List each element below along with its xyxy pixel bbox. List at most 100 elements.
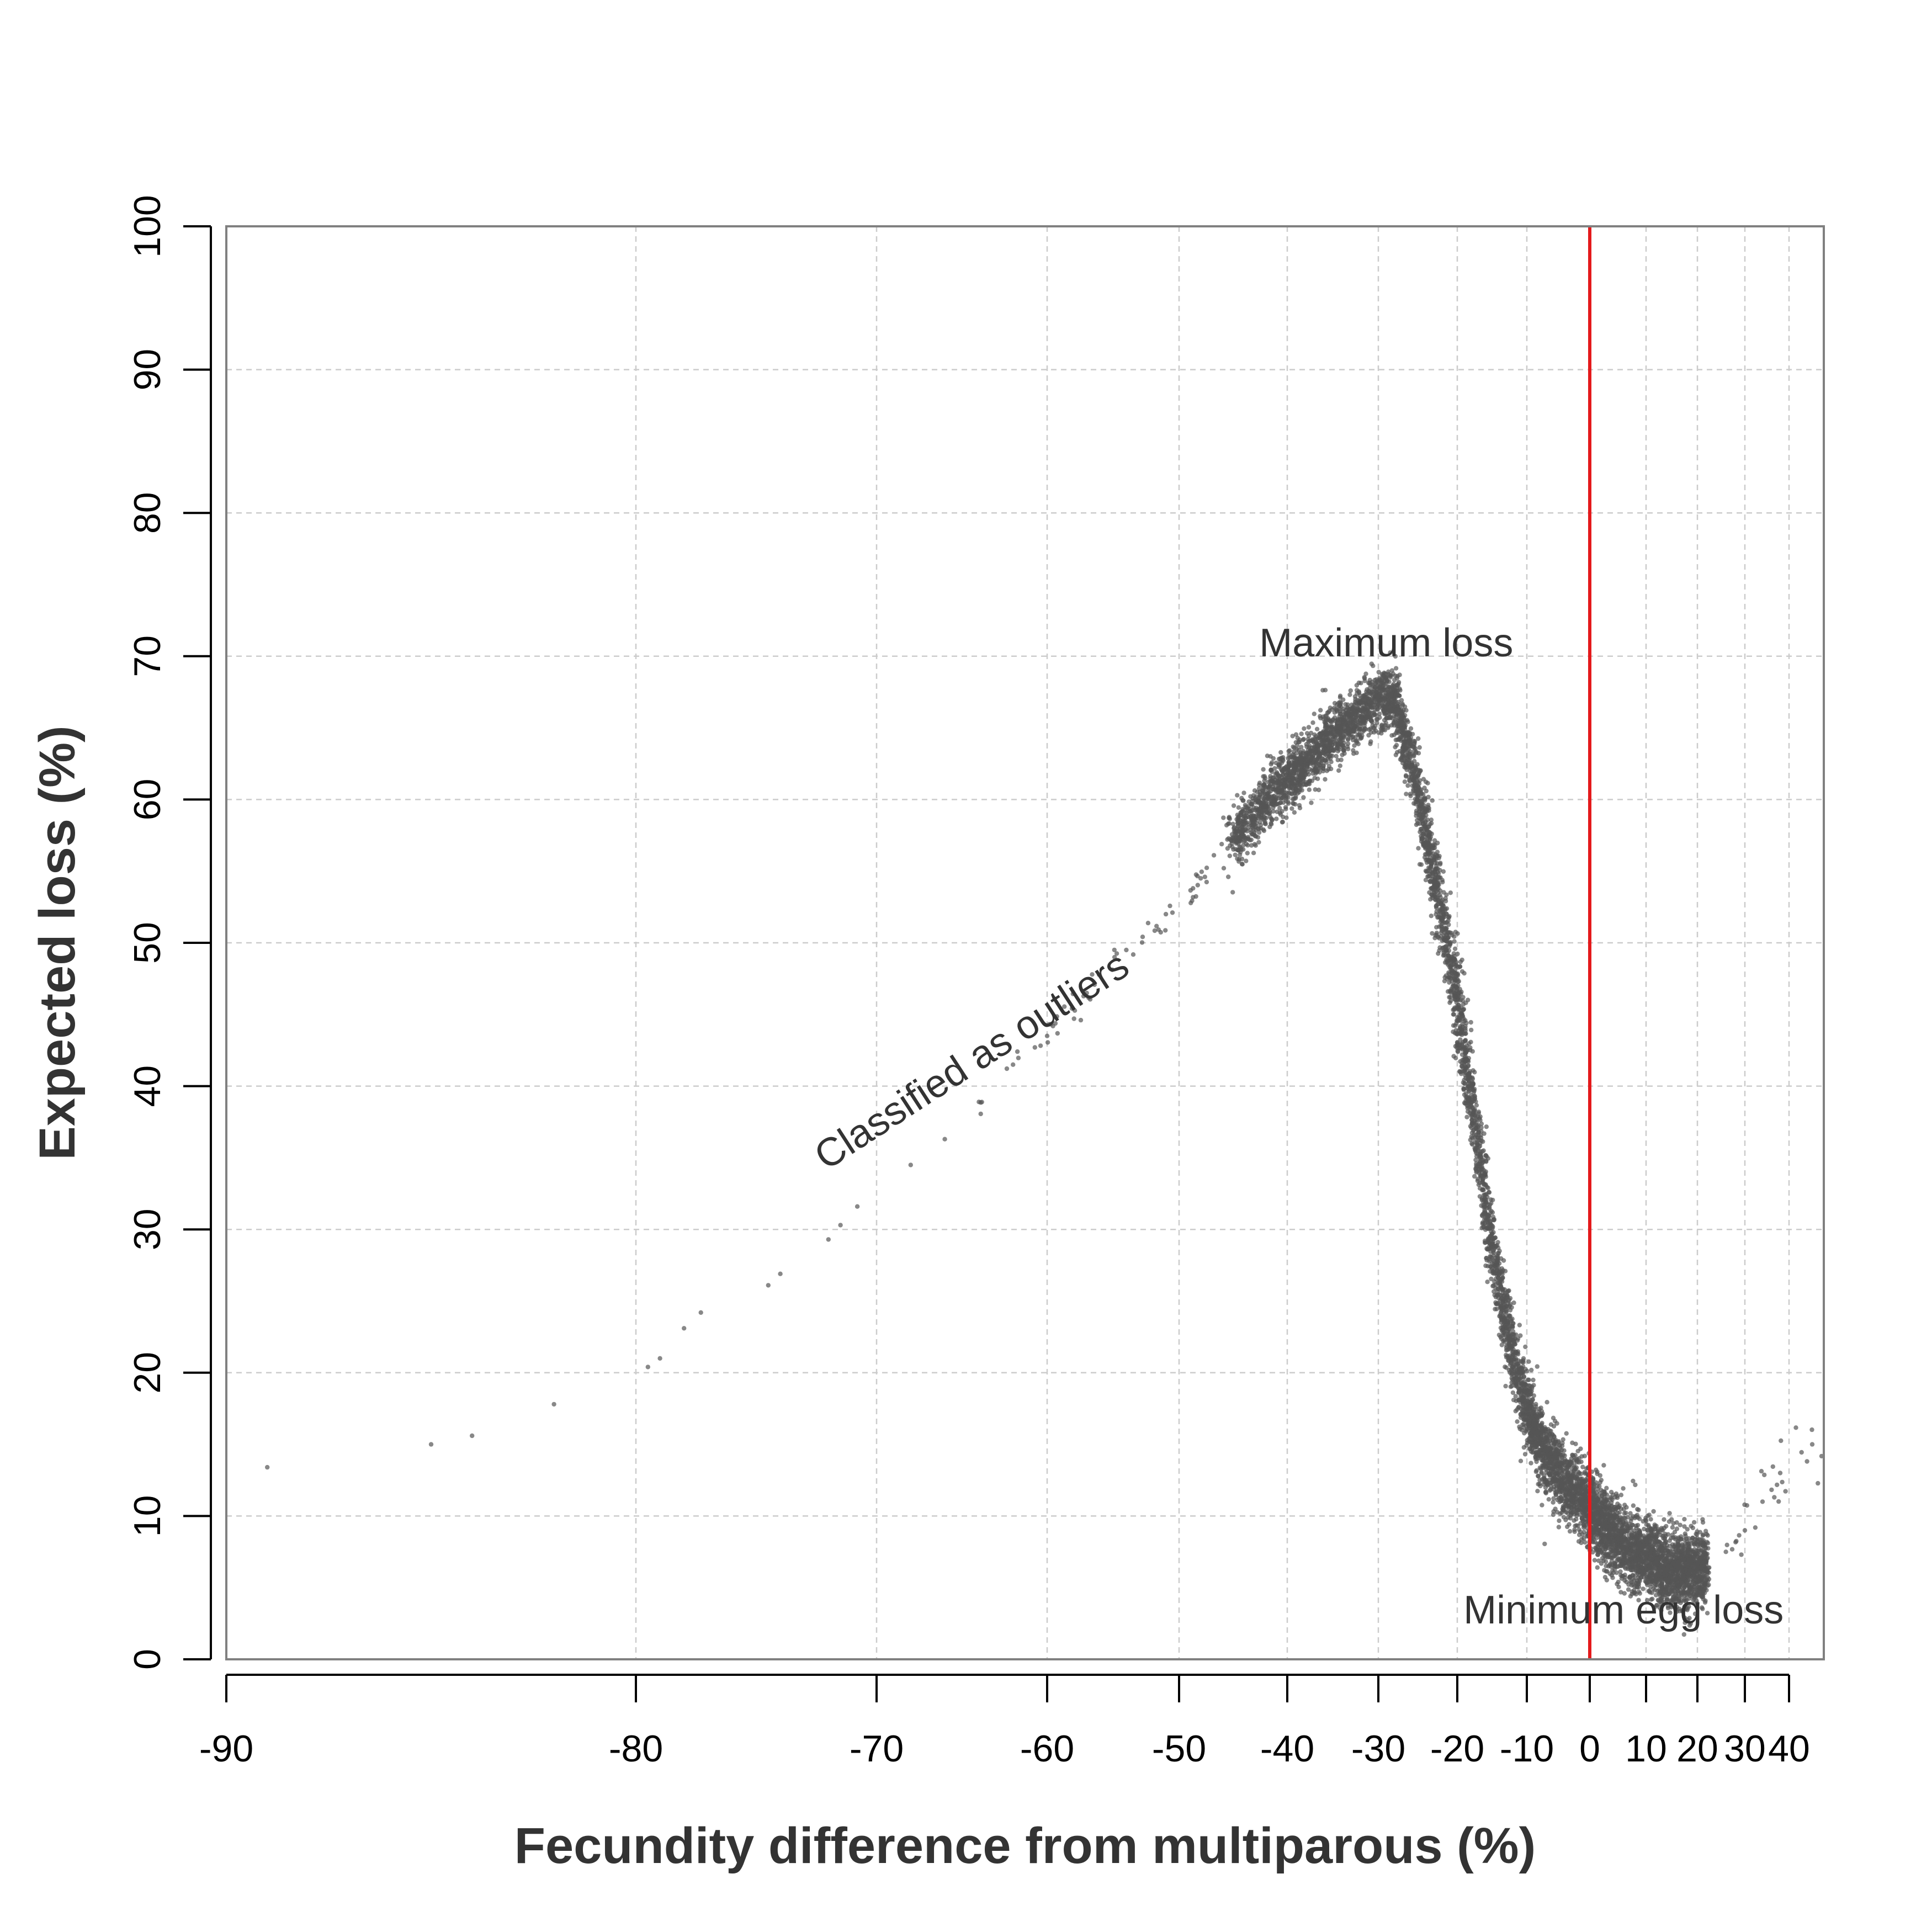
data-point bbox=[1257, 806, 1262, 811]
data-point bbox=[1276, 773, 1282, 778]
data-point bbox=[1291, 749, 1296, 755]
data-point bbox=[1402, 748, 1407, 753]
data-point bbox=[1324, 768, 1329, 773]
data-point bbox=[1515, 1407, 1520, 1412]
data-point bbox=[1337, 703, 1342, 708]
data-point bbox=[1417, 813, 1422, 818]
data-point bbox=[1422, 795, 1427, 800]
data-point bbox=[1268, 774, 1273, 779]
data-point bbox=[1499, 1279, 1505, 1284]
data-point bbox=[1078, 1017, 1084, 1023]
data-point bbox=[1454, 1004, 1459, 1010]
data-point bbox=[1198, 876, 1203, 881]
data-point bbox=[1397, 693, 1402, 698]
data-point bbox=[1366, 715, 1371, 720]
data-point bbox=[1453, 959, 1459, 965]
data-point bbox=[1407, 763, 1412, 768]
data-point bbox=[1479, 1197, 1484, 1202]
data-point bbox=[1140, 935, 1145, 940]
data-point bbox=[1340, 737, 1345, 743]
data-point bbox=[1337, 763, 1342, 768]
data-point bbox=[1295, 735, 1300, 741]
data-point bbox=[1428, 897, 1433, 902]
data-point bbox=[1221, 815, 1226, 820]
data-point bbox=[1416, 751, 1421, 756]
data-point bbox=[1250, 821, 1256, 826]
data-point bbox=[1447, 1000, 1452, 1005]
data-point bbox=[1276, 765, 1281, 769]
data-point bbox=[1493, 1307, 1498, 1312]
data-point bbox=[1245, 851, 1250, 856]
data-point bbox=[1432, 838, 1437, 843]
data-point bbox=[1358, 736, 1363, 741]
data-point bbox=[1443, 896, 1448, 901]
data-point bbox=[1432, 882, 1438, 887]
data-point bbox=[1484, 1257, 1489, 1263]
data-point bbox=[1257, 781, 1262, 785]
data-point bbox=[1291, 788, 1296, 793]
data-point bbox=[1341, 713, 1346, 718]
data-point bbox=[1318, 708, 1323, 713]
data-point bbox=[1240, 829, 1245, 834]
data-point bbox=[1440, 878, 1445, 883]
data-point bbox=[1724, 1542, 1729, 1547]
data-point bbox=[1503, 1365, 1508, 1370]
data-point bbox=[1446, 953, 1451, 958]
data-point bbox=[1254, 834, 1259, 839]
data-point bbox=[1219, 842, 1224, 847]
data-point bbox=[1230, 890, 1235, 895]
data-point bbox=[1321, 740, 1326, 745]
data-point bbox=[1341, 697, 1346, 702]
data-point bbox=[1418, 790, 1423, 795]
data-point bbox=[1529, 1367, 1534, 1373]
data-point bbox=[1254, 794, 1259, 799]
data-point bbox=[1271, 779, 1276, 785]
data-point bbox=[1163, 911, 1169, 917]
data-point bbox=[1328, 705, 1333, 710]
data-point bbox=[1312, 760, 1318, 765]
data-point bbox=[1339, 757, 1344, 762]
data-point bbox=[1355, 691, 1360, 696]
data-point bbox=[1386, 708, 1391, 713]
data-point bbox=[1507, 1337, 1512, 1342]
data-point bbox=[1283, 780, 1289, 785]
data-point bbox=[1513, 1356, 1518, 1361]
data-point bbox=[1435, 853, 1440, 859]
data-point bbox=[1262, 797, 1267, 802]
data-point bbox=[1379, 672, 1384, 677]
data-point bbox=[1518, 1368, 1523, 1373]
data-point bbox=[1152, 928, 1158, 933]
data-point bbox=[1387, 679, 1392, 684]
data-point bbox=[1411, 778, 1416, 783]
data-point bbox=[1465, 1097, 1471, 1102]
data-point bbox=[1344, 707, 1349, 713]
data-point bbox=[1442, 944, 1447, 949]
data-point bbox=[1392, 677, 1397, 683]
data-point bbox=[1471, 1098, 1477, 1103]
data-point bbox=[1471, 1087, 1475, 1092]
data-point bbox=[1478, 1174, 1483, 1180]
data-point bbox=[1481, 1188, 1486, 1193]
data-point bbox=[1332, 700, 1337, 706]
data-point bbox=[1508, 1344, 1513, 1349]
data-point bbox=[1515, 1419, 1520, 1424]
data-point bbox=[1415, 762, 1420, 767]
data-point bbox=[1799, 1450, 1804, 1455]
data-point bbox=[1483, 1263, 1488, 1268]
data-point bbox=[1376, 694, 1381, 700]
data-point bbox=[1567, 1528, 1573, 1534]
data-point bbox=[1433, 898, 1439, 903]
data-point bbox=[1370, 696, 1374, 702]
data-point bbox=[1350, 718, 1355, 723]
data-point bbox=[1221, 866, 1227, 871]
data-point bbox=[1434, 925, 1439, 930]
data-point bbox=[1302, 726, 1307, 731]
data-point bbox=[1467, 1111, 1472, 1116]
data-point bbox=[1044, 1033, 1050, 1038]
data-point bbox=[1439, 918, 1444, 923]
data-point bbox=[1776, 1499, 1781, 1504]
data-point bbox=[1423, 878, 1429, 883]
data-point bbox=[1336, 768, 1341, 773]
data-point bbox=[1329, 719, 1334, 725]
data-point bbox=[1444, 926, 1449, 931]
